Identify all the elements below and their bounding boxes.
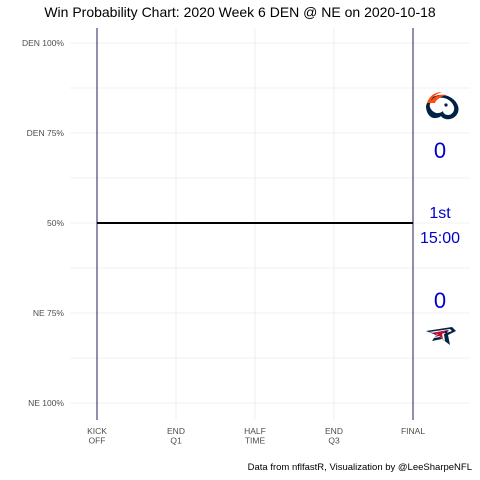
x-tick-label: END Q1 [167, 426, 185, 446]
chart-title: Win Probability Chart: 2020 Week 6 DEN @… [44, 4, 436, 20]
home-score: 0 [434, 288, 446, 313]
chart-caption: Data from nflfastR, Visualization by @Le… [247, 462, 472, 473]
away-score: 0 [434, 138, 446, 163]
y-axis-ticks: DEN 100% DEN 75% 50% NE 75% NE 100% [22, 38, 65, 408]
y-tick-label: DEN 75% [27, 128, 65, 138]
x-tick-label: FINAL [401, 426, 425, 436]
y-tick-label: NE 75% [33, 308, 65, 318]
x-tick-label: END Q3 [325, 426, 343, 446]
x-tick-label: KICK OFF [87, 426, 107, 446]
y-tick-label: 50% [47, 218, 64, 228]
quarter-label: 1st [429, 205, 451, 222]
patriots-logo-icon [426, 327, 456, 345]
y-tick-label: DEN 100% [22, 38, 64, 48]
y-tick-label: NE 100% [28, 398, 64, 408]
x-tick-label: HALF TIME [244, 426, 266, 446]
x-axis-ticks: KICK OFF END Q1 HALF TIME END Q3 FINAL [87, 426, 425, 446]
broncos-logo-icon [426, 92, 459, 120]
game-clock: 15:00 [420, 230, 460, 247]
